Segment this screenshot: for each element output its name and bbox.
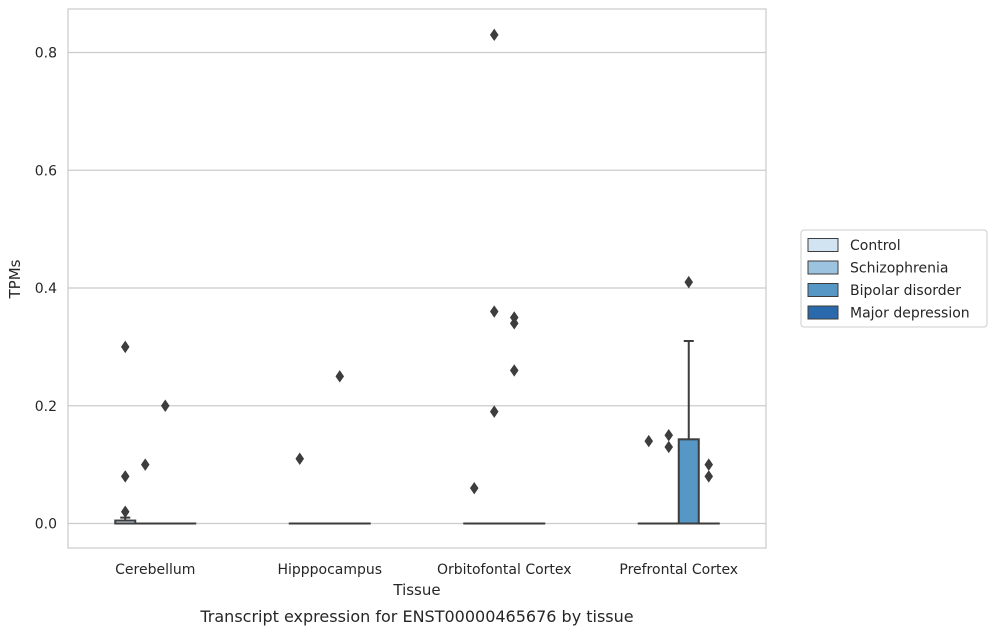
y-tick-label: 0.8 — [35, 46, 57, 62]
outlier-point — [335, 370, 345, 383]
x-axis-label: Tissue — [392, 581, 440, 599]
outlier-point — [140, 458, 150, 471]
grid-lines — [68, 51, 766, 525]
y-tick-label: 0.0 — [35, 517, 57, 533]
box-plot — [114, 516, 137, 525]
chart-caption: Transcript expression for ENST0000046567… — [199, 607, 633, 626]
outlier-point — [664, 428, 674, 442]
outlier-point — [509, 311, 519, 324]
legend-label: Major depression — [850, 306, 970, 322]
outlier-point — [120, 470, 130, 483]
outlier-point — [489, 28, 499, 42]
outlier-point — [684, 275, 694, 289]
legend-label: Control — [850, 238, 901, 254]
outlier-point — [489, 405, 499, 418]
legend-item: Control — [807, 238, 901, 254]
outlier-points — [120, 28, 714, 518]
legend-item: Major depression — [807, 305, 970, 322]
box-plot — [677, 339, 700, 525]
y-tick-label: 0.6 — [35, 163, 57, 179]
legend-item: Schizophrenia — [807, 260, 948, 277]
y-axis-label: TPMs — [6, 259, 24, 299]
legend: Control Schizophrenia Bipolar disorder Majo… — [800, 229, 988, 328]
y-tick-label: 0.2 — [35, 399, 57, 415]
legend-swatch — [807, 260, 839, 275]
outlier-point — [160, 399, 170, 412]
outlier-point — [704, 470, 714, 483]
outlier-point — [295, 452, 305, 465]
legend-swatch — [807, 238, 839, 252]
y-tick-label: 0.4 — [35, 281, 57, 297]
x-tick-label: Cerebellum — [115, 562, 195, 578]
legend-swatch — [807, 283, 839, 297]
outlier-point — [644, 434, 654, 448]
outlier-point — [704, 458, 714, 471]
legend-label: Bipolar disorder — [850, 283, 961, 299]
legend-swatch — [807, 305, 839, 320]
box-plots — [114, 339, 720, 525]
box — [677, 438, 700, 525]
x-tick-label: Hipppocampus — [277, 562, 382, 578]
outlier-point — [120, 505, 130, 518]
plot-frame — [67, 8, 767, 549]
legend-label: Schizophrenia — [850, 261, 948, 277]
outlier-point — [469, 481, 479, 495]
outlier-point — [120, 340, 130, 354]
outlier-point — [664, 440, 674, 454]
legend-frame — [800, 229, 988, 328]
x-tick-labels: Cerebellum Hipppocampus Orbitofontal Corte… — [115, 562, 738, 578]
x-tick-label: Orbitofontal Cortex — [437, 562, 572, 578]
x-tick-label: Prefrontal Cortex — [619, 562, 738, 578]
y-tick-labels: 0.0 0.2 0.4 0.6 0.8 — [35, 46, 57, 533]
outlier-point — [509, 364, 519, 377]
outlier-point — [489, 305, 499, 318]
legend-item: Bipolar disorder — [807, 283, 961, 299]
